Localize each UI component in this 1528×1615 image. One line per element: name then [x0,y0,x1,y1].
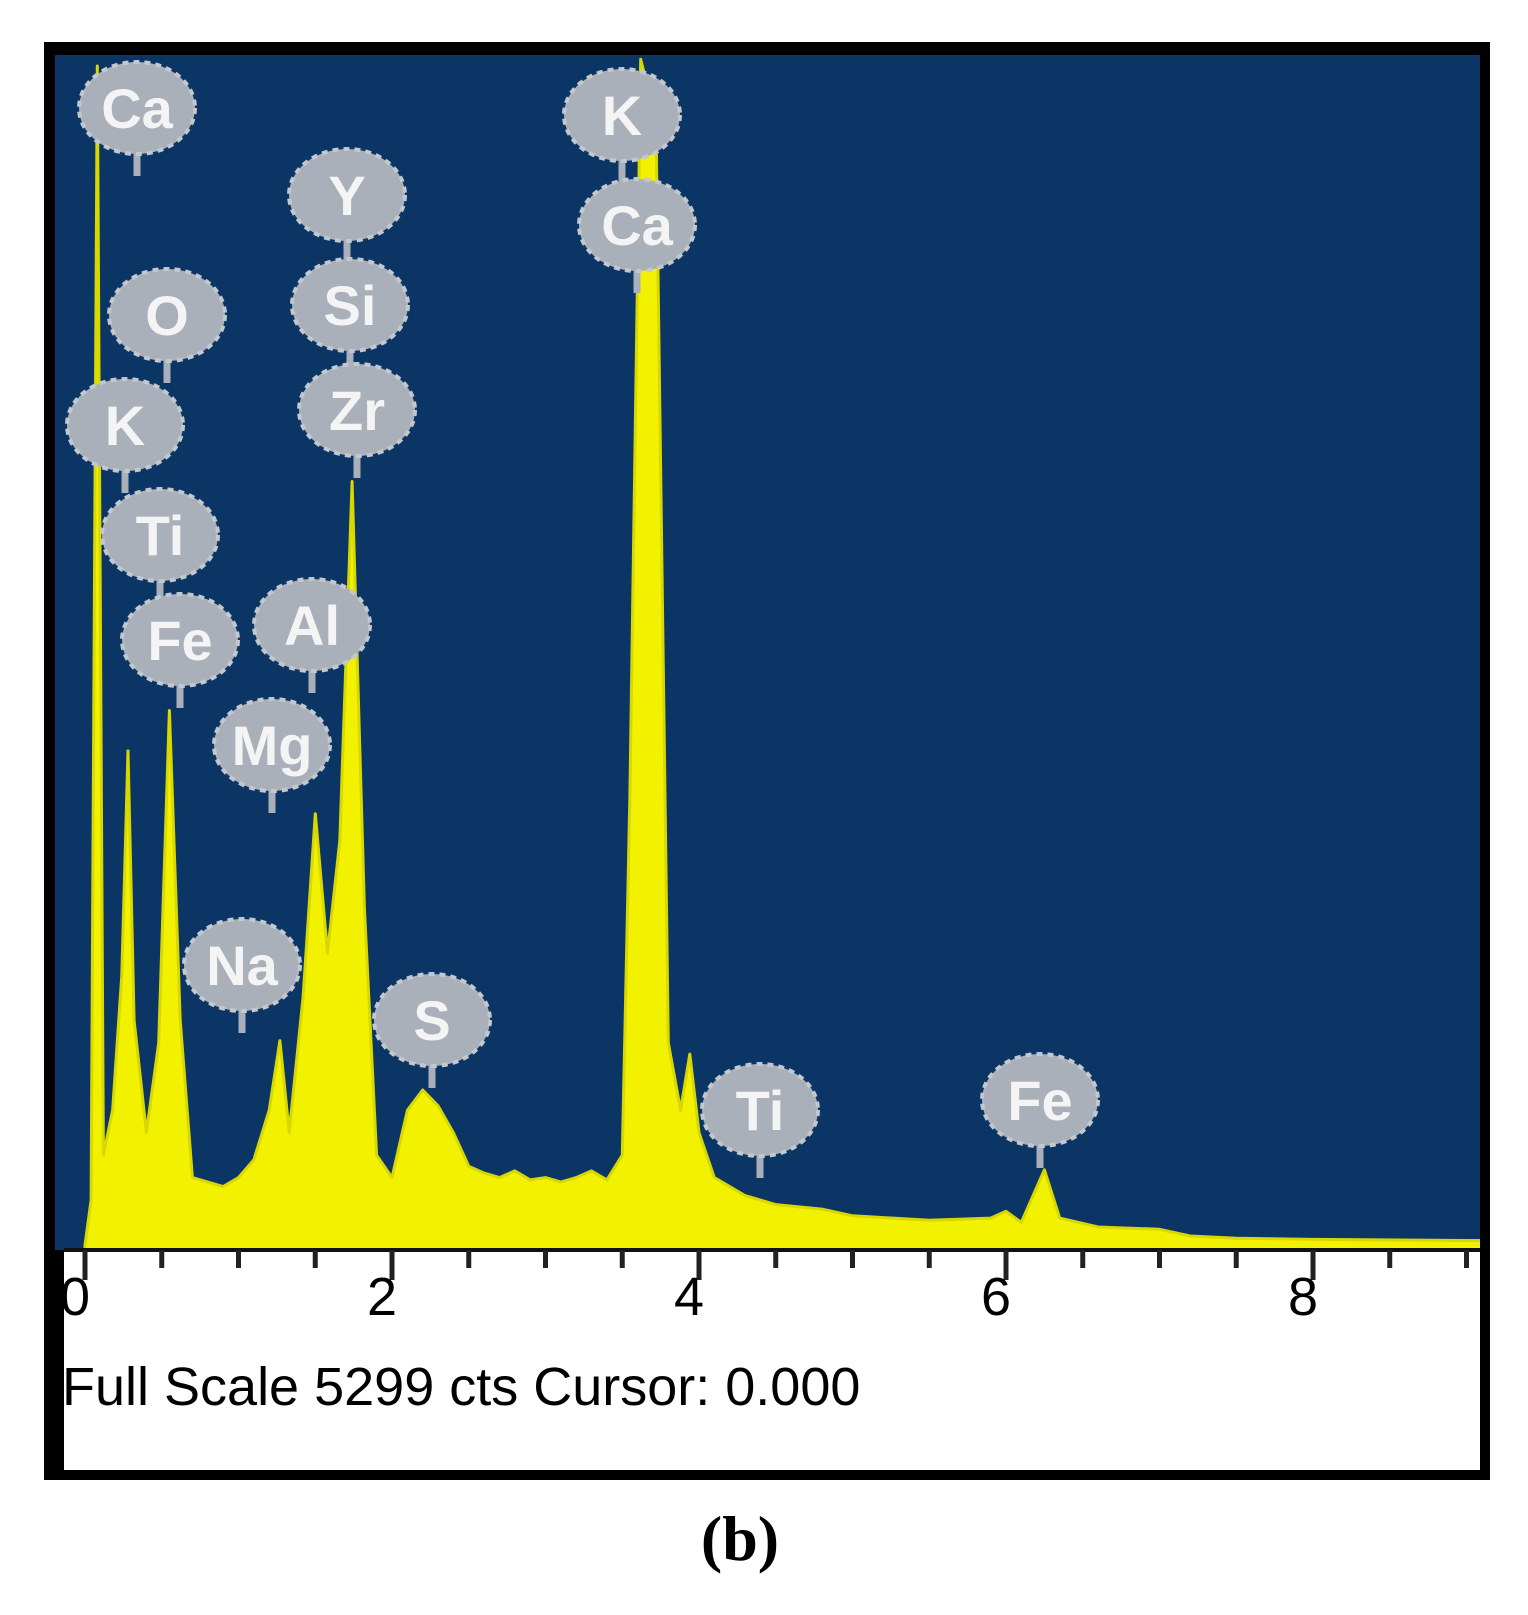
spectrum [83,57,1480,1250]
peak-label-text: Na [206,934,278,997]
peak-label-text: Fe [1007,1069,1072,1132]
peak-label: Ti [700,1062,820,1178]
x-tick-label: 6 [981,1267,1011,1327]
peak-label-text: Si [324,274,377,337]
peak-label-bubble [100,487,220,583]
peak-label-text: K [105,394,145,457]
peak-label-text: O [145,284,189,347]
x-tick-label: 4 [674,1267,704,1327]
peak-label-text: Ti [736,1079,785,1142]
peak-label: Ti [100,487,220,603]
peak-label-text: Y [328,164,365,227]
peak-label-text: Zr [329,379,385,442]
peak-label: Al [252,577,372,693]
peak-label-bubble [182,917,302,1013]
peak-label-bubble [287,147,407,243]
peak-label: Zr [297,362,417,478]
x-tick-label: 2 [367,1267,397,1327]
peak-label: Y [287,147,407,263]
peak-label-bubble [562,67,682,163]
peak-label-bubble [252,577,372,673]
peak-label: Na [182,917,302,1033]
peak-label: Fe [980,1052,1100,1168]
peak-label-bubble [212,697,332,793]
peak-label-bubble [700,1062,820,1158]
status-text: Full Scale 5299 cts Cursor: 0.000 [62,1357,860,1417]
axis-panel [64,1252,1480,1470]
x-tick-label: 8 [1288,1267,1318,1327]
peak-label-text: Fe [147,609,212,672]
peak-label-text: Ca [101,77,173,140]
peak-label: Ca [577,177,697,293]
peak-label-bubble [107,267,227,363]
x-tick-label: 0 [60,1267,90,1327]
peak-label: K [562,67,682,183]
peak-label-text: S [413,989,450,1052]
peak-label-text: Ca [601,194,673,257]
peak-label: Fe [120,592,240,708]
peak-label-bubble [65,377,185,473]
peak-label: Ca [77,60,197,176]
peak-label-bubble [297,362,417,458]
peak-label-bubble [372,972,492,1068]
peak-label: O [107,267,227,383]
peak-label: S [372,972,492,1088]
peak-label-text: K [602,84,642,147]
peak-label: Si [290,257,410,373]
peak-label: Mg [212,697,332,813]
caption: (b) [701,1503,779,1574]
peak-label-text: Ti [136,504,185,567]
peak-label-bubble [577,177,697,273]
peak-label-bubble [77,60,197,156]
peak-label-bubble [120,592,240,688]
peak-label-bubble [980,1052,1100,1148]
peak-label-text: Al [284,594,340,657]
peak-label-text: Mg [232,714,313,777]
peak-label: K [65,377,185,493]
peak-label-bubble [290,257,410,353]
